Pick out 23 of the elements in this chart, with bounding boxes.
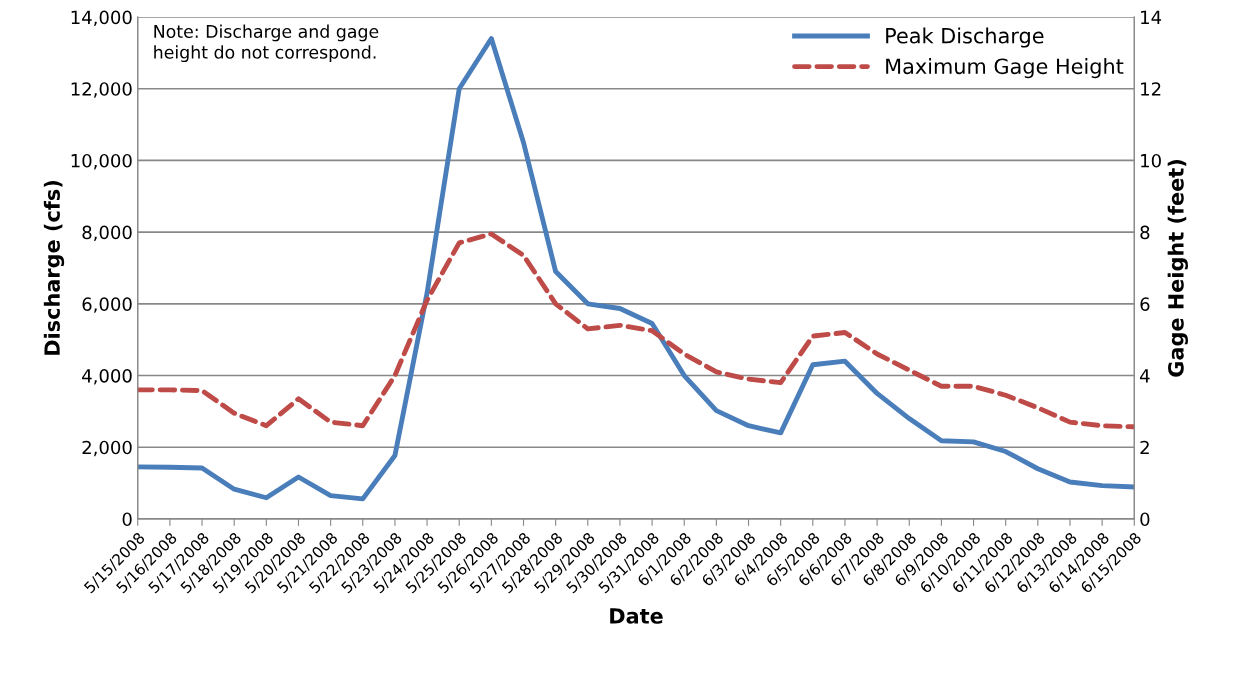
y2-axis-title: Gage Height (feet) <box>1167 160 1188 377</box>
y-tick-label: 6,000 <box>82 297 132 313</box>
legend-label: Maximum Gage Height <box>886 58 1124 79</box>
y-axis-title: Discharge (cfs) <box>43 181 65 355</box>
y-tick-label: 8,000 <box>82 225 132 242</box>
y-tick-label: 10,000 <box>71 153 132 170</box>
annotation: Note: Discharge and gage height do not correspond. <box>154 24 379 63</box>
y2-tick-label: 12 <box>1141 82 1161 96</box>
y2-tick-label: 6 <box>1140 297 1150 311</box>
line-series <box>137 231 1135 430</box>
y2-tick-label: 8 <box>1140 225 1150 240</box>
legend-label: Peak Discharge <box>886 27 1044 48</box>
y2-tick-label: 14 <box>1141 10 1162 24</box>
y-tick-label: 4,000 <box>82 368 132 385</box>
y-tick-label: 0 <box>122 512 132 527</box>
x-axis-title: Date <box>610 608 663 624</box>
y-tick-label: 12,000 <box>71 82 132 98</box>
y2-tick-label: 10 <box>1141 153 1161 168</box>
y2-tick-label: 4 <box>1140 369 1150 383</box>
y-tick-label: 2,000 <box>82 440 132 457</box>
y2-tick-label: 0 <box>1140 512 1150 527</box>
y2-tick-label: 2 <box>1140 440 1149 455</box>
y-tick-label: 14,000 <box>71 10 132 26</box>
